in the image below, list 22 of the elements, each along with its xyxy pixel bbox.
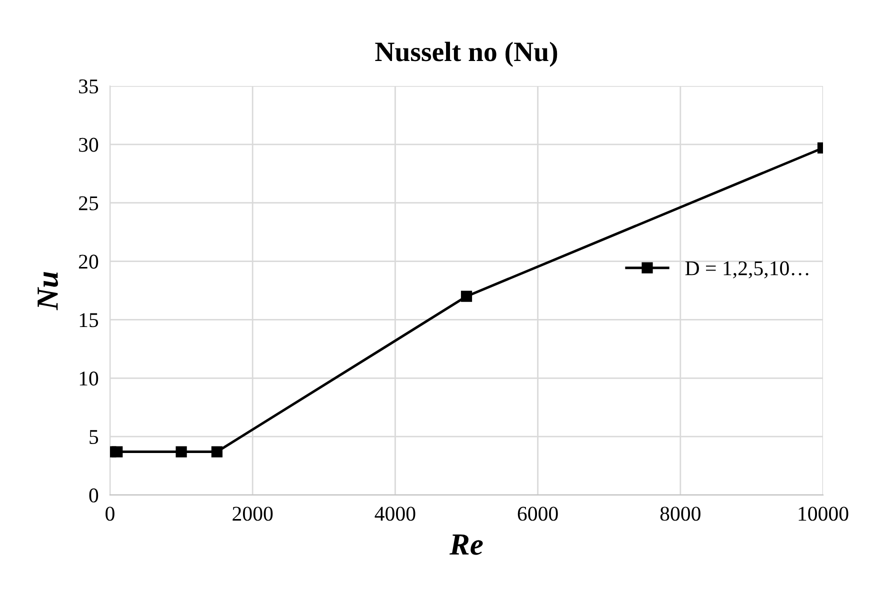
y-tick-label: 35 (79, 79, 98, 94)
y-tick-label: 20 (78, 254, 98, 269)
x-tick-label: 8000 (660, 506, 700, 521)
x-tick-label: 0 (106, 506, 114, 521)
point (176, 446, 187, 458)
x-tick-label: 2000 (232, 506, 273, 521)
y-axis-title: Nu (38, 272, 58, 310)
y-tick-label: 30 (79, 138, 98, 152)
x-tick-label: 10000 (798, 506, 848, 521)
y-tick-label: 25 (78, 196, 98, 210)
y-tick-label: 10 (80, 372, 98, 386)
x-tick-label: 6000 (518, 506, 558, 521)
x-tick-label: 4000 (374, 506, 416, 521)
point (211, 446, 223, 458)
y-tick-label: 5 (90, 430, 98, 444)
legend-label: D = 1,2,5,10… (685, 261, 808, 278)
y-tick-label: 15 (80, 313, 98, 328)
chart-title: Nusselt no (Nu) (375, 42, 558, 67)
y-tick-label: 0 (89, 488, 98, 502)
point (112, 446, 123, 458)
point (460, 290, 472, 302)
x-axis-title: Re (449, 534, 483, 555)
